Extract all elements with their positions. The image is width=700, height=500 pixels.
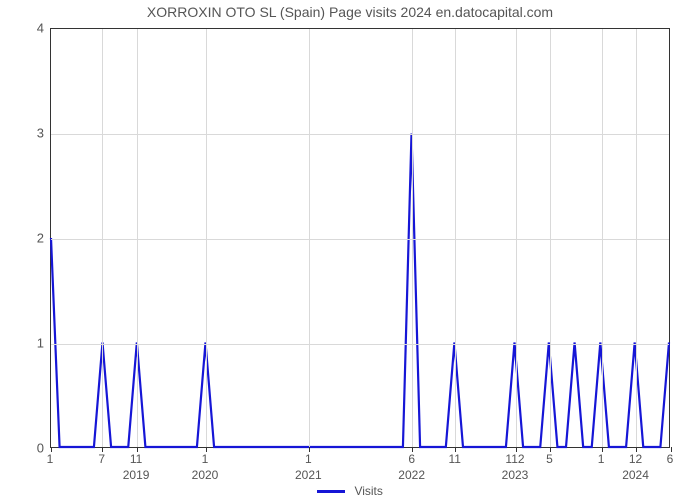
- chart-title: XORROXIN OTO SL (Spain) Page visits 2024…: [0, 4, 700, 20]
- y-tick-label: 3: [4, 126, 44, 141]
- y-tick-label: 0: [4, 441, 44, 456]
- x-year-label: 2023: [502, 468, 529, 482]
- x-tick-label: 1: [305, 452, 312, 466]
- x-tick-label: 1: [47, 452, 54, 466]
- y-tick-label: 4: [4, 21, 44, 36]
- x-year-label: 2021: [295, 468, 322, 482]
- x-tick-label: 112: [505, 452, 524, 466]
- grid-line-v: [309, 29, 310, 447]
- grid-line-v: [455, 29, 456, 447]
- grid-line-v: [137, 29, 138, 447]
- x-year-label: 2019: [123, 468, 150, 482]
- legend: Visits: [0, 484, 700, 498]
- x-year-label: 2024: [622, 468, 649, 482]
- visits-line: [51, 134, 669, 448]
- grid-line-v: [602, 29, 603, 447]
- x-tick-label: 6: [667, 452, 674, 466]
- grid-line-v: [516, 29, 517, 447]
- x-tick-label: 11: [448, 452, 460, 466]
- legend-swatch: [317, 490, 345, 493]
- x-tick-label: 6: [408, 452, 415, 466]
- x-tick-label: 7: [98, 452, 105, 466]
- x-tick-label: 12: [629, 452, 642, 466]
- x-tick-label: 1: [202, 452, 209, 466]
- plot-area: [50, 28, 670, 448]
- y-tick-label: 2: [4, 231, 44, 246]
- grid-line-h: [51, 134, 669, 135]
- x-tick-label: 11: [130, 452, 142, 466]
- y-tick-label: 1: [4, 336, 44, 351]
- grid-line-v: [206, 29, 207, 447]
- x-year-label: 2020: [192, 468, 219, 482]
- x-tick-label: 5: [546, 452, 553, 466]
- grid-line-h: [51, 239, 669, 240]
- grid-line-v: [412, 29, 413, 447]
- chart-container: XORROXIN OTO SL (Spain) Page visits 2024…: [0, 0, 700, 500]
- grid-line-v: [550, 29, 551, 447]
- legend-label: Visits: [354, 484, 382, 498]
- x-tick-label: 1: [598, 452, 605, 466]
- grid-line-h: [51, 344, 669, 345]
- grid-line-v: [102, 29, 103, 447]
- x-year-label: 2022: [398, 468, 425, 482]
- grid-line-v: [636, 29, 637, 447]
